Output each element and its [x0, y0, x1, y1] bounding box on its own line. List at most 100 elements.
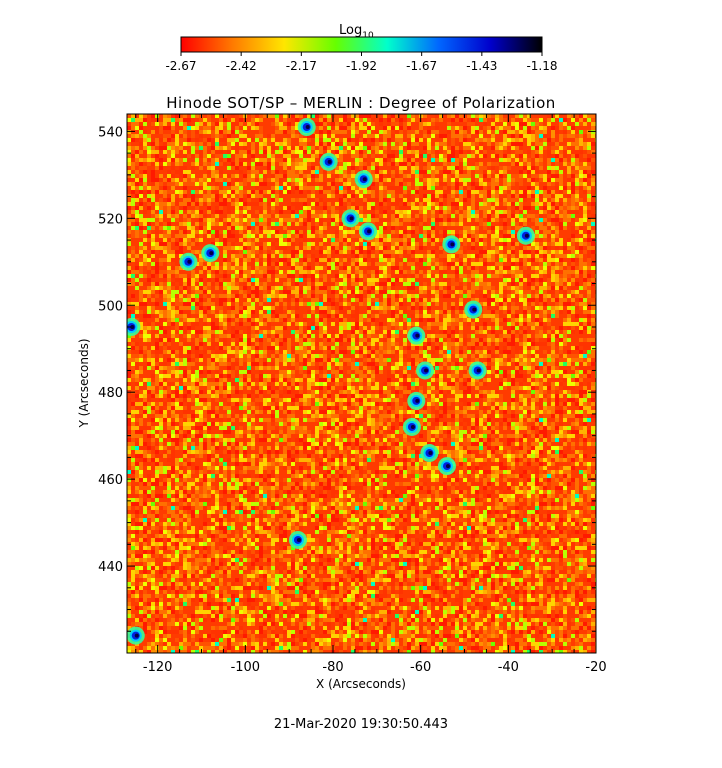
- heatmap-cell: [271, 222, 275, 226]
- heatmap-cell: [335, 238, 339, 242]
- heatmap-cell: [219, 294, 223, 298]
- heatmap-cell: [515, 226, 519, 230]
- heatmap-cell: [243, 214, 247, 218]
- heatmap-cell: [515, 138, 519, 142]
- heatmap-cell: [187, 142, 191, 146]
- heatmap-cell: [295, 234, 299, 238]
- heatmap-cell: [183, 278, 187, 282]
- heatmap-cell: [439, 246, 443, 250]
- heatmap-cell: [479, 222, 483, 226]
- heatmap-cell: [499, 118, 503, 122]
- heatmap-cell: [531, 294, 535, 298]
- heatmap-cell: [175, 298, 179, 302]
- heatmap-cell: [571, 286, 575, 290]
- heatmap-cell: [127, 118, 131, 122]
- heatmap-cell: [283, 282, 287, 286]
- heatmap-cell: [319, 322, 323, 326]
- heatmap-cell: [387, 250, 391, 254]
- heatmap-cell: [167, 202, 171, 206]
- heatmap-cell: [435, 298, 439, 302]
- heatmap-cell: [375, 234, 379, 238]
- heatmap-cell: [135, 122, 139, 126]
- heatmap-cell: [135, 226, 139, 230]
- heatmap-cell: [343, 282, 347, 286]
- heatmap-cell: [143, 170, 147, 174]
- heatmap-cell: [531, 150, 535, 154]
- heatmap-cell: [299, 206, 303, 210]
- heatmap-cell: [247, 166, 251, 170]
- heatmap-cell: [391, 290, 395, 294]
- heatmap-cell: [503, 290, 507, 294]
- heatmap-cell: [363, 190, 367, 194]
- heatmap-cell: [207, 142, 211, 146]
- heatmap-cell: [319, 226, 323, 230]
- heatmap-cell: [551, 146, 555, 150]
- heatmap-cell: [407, 282, 411, 286]
- heatmap-cell: [499, 206, 503, 210]
- heatmap-cell: [539, 134, 543, 138]
- heatmap-cell: [491, 318, 495, 322]
- heatmap-cell: [355, 294, 359, 298]
- heatmap-cell: [471, 266, 475, 270]
- heatmap-cell: [179, 322, 183, 326]
- heatmap-cell: [487, 126, 491, 130]
- heatmap-cell: [251, 230, 255, 234]
- heatmap-cell: [131, 282, 135, 286]
- heatmap-cell: [211, 122, 215, 126]
- heatmap-cell: [283, 306, 287, 310]
- heatmap-cell: [391, 330, 395, 334]
- heatmap-cell: [191, 154, 195, 158]
- heatmap-cell: [363, 154, 367, 158]
- heatmap-cell: [203, 214, 207, 218]
- heatmap-cell: [359, 274, 363, 278]
- heatmap-cell: [535, 234, 539, 238]
- heatmap-cell: [351, 114, 355, 118]
- heatmap-cell: [179, 242, 183, 246]
- heatmap-cell: [447, 190, 451, 194]
- heatmap-cell: [163, 314, 167, 318]
- heatmap-cell: [395, 126, 399, 130]
- heatmap-cell: [447, 162, 451, 166]
- heatmap-cell: [567, 306, 571, 310]
- heatmap-cell: [507, 202, 511, 206]
- heatmap-cell: [431, 338, 435, 342]
- heatmap-cell: [243, 226, 247, 230]
- heatmap-cell: [411, 254, 415, 258]
- heatmap-cell: [195, 122, 199, 126]
- heatmap-cell: [435, 198, 439, 202]
- heatmap-cell: [495, 198, 499, 202]
- heatmap-cell: [295, 330, 299, 334]
- heatmap-cell: [435, 118, 439, 122]
- heatmap-cell: [187, 330, 191, 334]
- heatmap-cell: [415, 162, 419, 166]
- heatmap-cell: [251, 114, 255, 118]
- heatmap-cell: [347, 310, 351, 314]
- heatmap-cell: [387, 274, 391, 278]
- heatmap-cell: [415, 174, 419, 178]
- heatmap-cell: [399, 118, 403, 122]
- heatmap-cell: [271, 170, 275, 174]
- heatmap-cell: [331, 210, 335, 214]
- heatmap-cell: [451, 274, 455, 278]
- heatmap-cell: [303, 274, 307, 278]
- heatmap-cell: [207, 298, 211, 302]
- heatmap-cell: [347, 194, 351, 198]
- heatmap-cell: [287, 186, 291, 190]
- heatmap-cell: [475, 222, 479, 226]
- heatmap-cell: [279, 210, 283, 214]
- heatmap-cell: [395, 306, 399, 310]
- heatmap-cell: [243, 146, 247, 150]
- heatmap-cell: [363, 262, 367, 266]
- heatmap-cell: [167, 178, 171, 182]
- heatmap-cell: [479, 238, 483, 242]
- heatmap-cell: [479, 218, 483, 222]
- heatmap-cell: [251, 242, 255, 246]
- heatmap-cell: [555, 210, 559, 214]
- heatmap-cell: [551, 258, 555, 262]
- heatmap-cell: [339, 118, 343, 122]
- heatmap-cell: [139, 166, 143, 170]
- heatmap-cell: [559, 294, 563, 298]
- heatmap-cell: [547, 262, 551, 266]
- heatmap-cell: [199, 190, 203, 194]
- heatmap-cell: [395, 318, 399, 322]
